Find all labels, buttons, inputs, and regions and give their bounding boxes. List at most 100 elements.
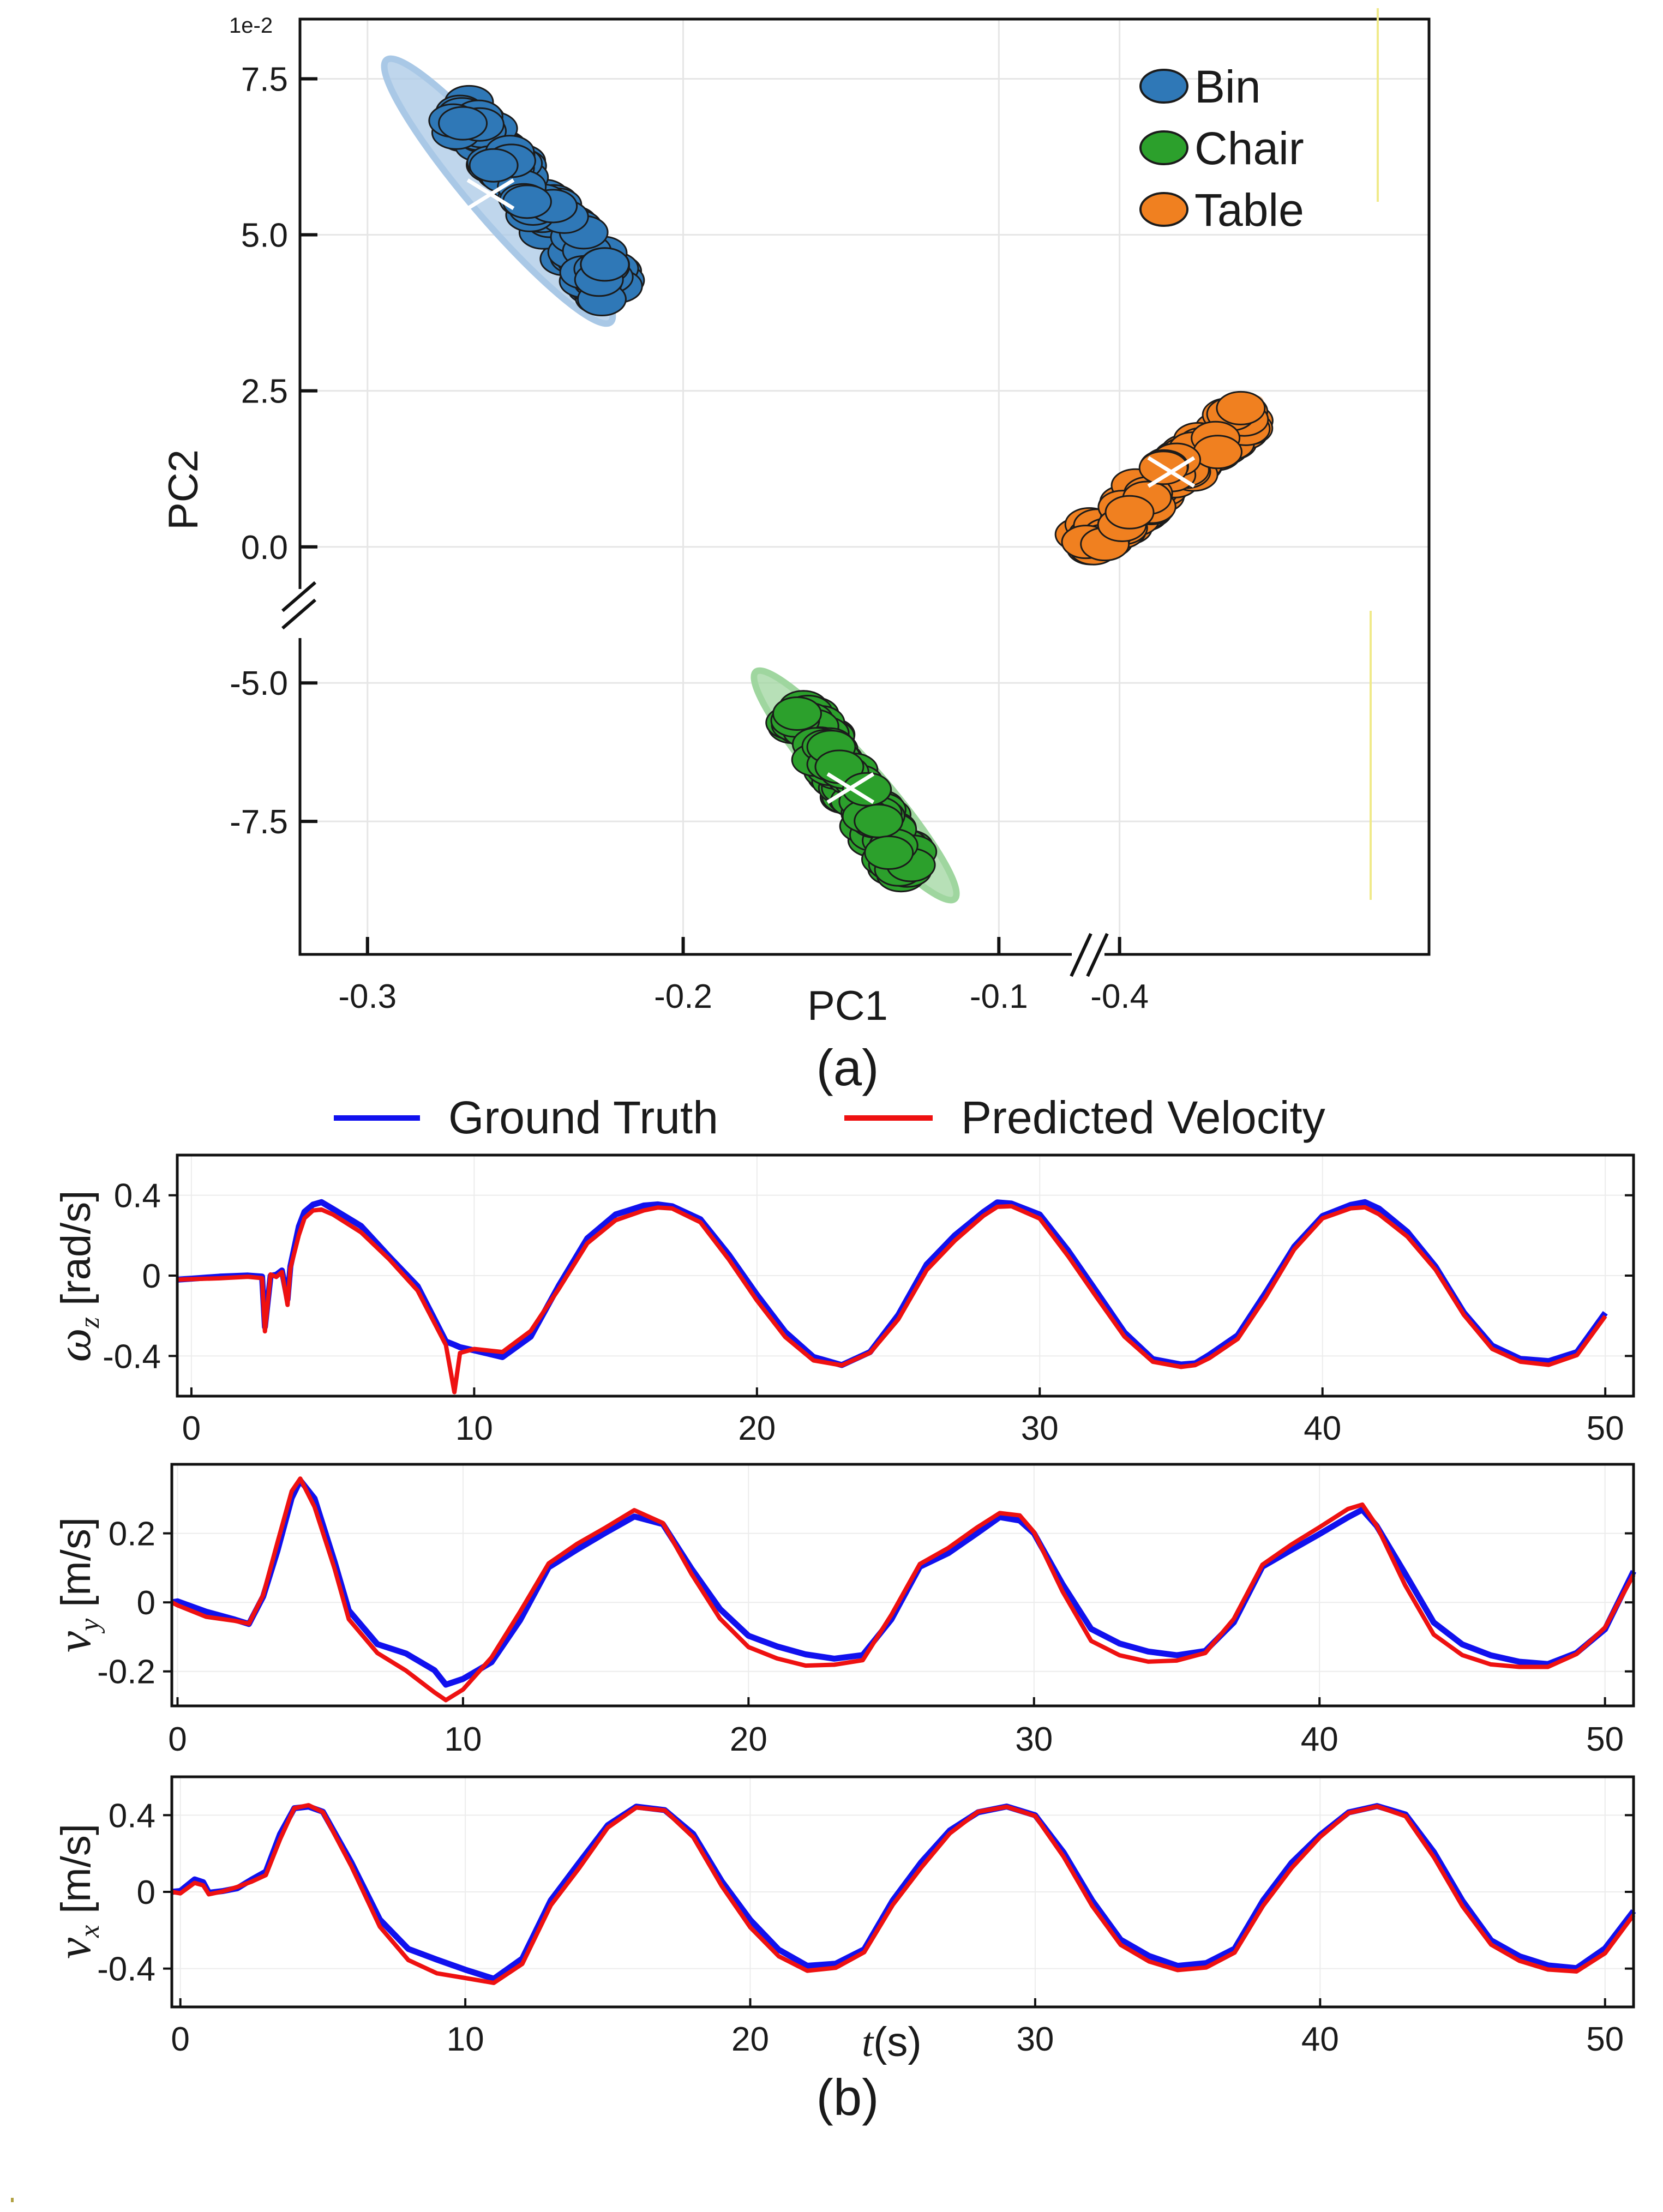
centroid-marker-chair [826, 772, 875, 804]
subplot-y-tick-label: -0.4 [97, 1951, 155, 1988]
subplot-y-axis-label: vx [m/s] [48, 1824, 105, 1959]
scatter-y-tick-label: -5.0 [230, 665, 288, 702]
panel-a-caption: (a) [817, 1039, 879, 1096]
subplot-y-subscript: z [74, 1317, 105, 1329]
subplot-v-y: -0.2 0 0.2 0 10 20 30 40 50 vy [m/s] [48, 1463, 1636, 1758]
scatter-point-bin [438, 106, 488, 141]
scatter-x-tick-label: -0.4 [1090, 978, 1149, 1015]
y-axis-label: PC2 [160, 449, 207, 530]
scatter-x-tick-label: -0.2 [654, 978, 712, 1015]
subplot-y-tick-label: -0.2 [97, 1654, 155, 1691]
corner-speck [11, 2198, 14, 2202]
scatter-y-tick-label: 0.0 [241, 529, 288, 567]
velocity-plots: Ground Truth Predicted Velocity -0.4 0 0.4 0… [48, 1092, 1636, 2126]
scatter-x-tick-label: -0.1 [970, 978, 1028, 1015]
legend-label-table: Table [1194, 184, 1304, 236]
legend-label-chair: Chair [1194, 123, 1304, 174]
velocity-legend: Ground Truth Predicted Velocity [334, 1092, 1325, 1143]
subplot-y-symbol: v [48, 1937, 101, 1959]
legend-label-1: Predicted Velocity [961, 1092, 1325, 1143]
subplot-y-axis-label: ωz [rad/s] [48, 1191, 105, 1362]
x-axis-break-mark [1070, 933, 1109, 977]
subplot-x-tick-label: 50 [1586, 2021, 1624, 2058]
scatter-y-tick-label: 5.0 [241, 217, 288, 255]
subplot-x-tick-label: 20 [738, 1410, 776, 1447]
subplot-y-subscript: x [74, 1925, 105, 1938]
scatter-legend: Bin Chair Table [1139, 61, 1304, 236]
subplot-y-tick-label: 0.4 [109, 1797, 155, 1835]
legend-marker-table [1139, 192, 1188, 227]
scatter-y-tick-label: 2.5 [241, 373, 288, 411]
subplot-x-tick-label: 20 [731, 2021, 769, 2058]
subplot-x-tick-label: 50 [1587, 1410, 1624, 1447]
scatter-point-chair [842, 772, 892, 807]
scatter-y-tick-label: -7.5 [230, 803, 288, 841]
subplot-x-tick-label: 10 [447, 2021, 484, 2058]
subplot-x-tick-label: 40 [1304, 1410, 1341, 1447]
subplot-x-tick-label: 40 [1301, 1721, 1338, 1758]
subplot-y-symbol: v [48, 1631, 101, 1652]
scatter-point-bin [469, 148, 519, 183]
scatter-clusters [381, 55, 1274, 904]
centroid-marker-bin [466, 178, 515, 211]
subplot-x-tick-label: 0 [182, 1410, 201, 1447]
scatter-point-bin [580, 247, 630, 282]
subplot-x-tick-label: 10 [455, 1410, 493, 1447]
subplot-x-tick-label: 50 [1586, 1721, 1624, 1758]
time-axis-symbol: t [862, 2019, 874, 2065]
subplot-x-tick-label: 0 [171, 2021, 189, 2058]
scatter-plot: -0.3 -0.2 -0.1 -0.4 0.0 2.5 5.0 7.5 -7.5 -5.0 1e-… [160, 8, 1431, 1096]
subplot-x-tick-label: 30 [1016, 2021, 1054, 2058]
panel-b-caption: (b) [817, 2069, 879, 2126]
subplot-x-tick-label: 10 [444, 1721, 482, 1758]
subplot-y-tick-label: 0.4 [114, 1177, 161, 1215]
subplot-y-tick-label: -0.4 [103, 1338, 161, 1375]
scatter-point-chair [772, 696, 822, 731]
scatter-point-table [1193, 435, 1243, 470]
scatter-point-bin [502, 184, 552, 219]
scatter-point-table [1104, 495, 1155, 530]
centroid-marker-table [1147, 456, 1196, 488]
cluster-table [1054, 390, 1274, 566]
scatter-x-tick-label: -0.3 [338, 978, 397, 1015]
series-line-predicted-velocity [171, 1803, 1636, 1985]
scatter-point-table [1216, 390, 1266, 425]
scatter-y-tick-label: 7.5 [241, 61, 288, 98]
scatter-ticks: -0.3 -0.2 -0.1 -0.4 0.0 2.5 5.0 7.5 -7.5 -5.0 [230, 61, 1149, 1015]
cluster-bin [381, 55, 645, 327]
y-axis-break-mark [281, 581, 316, 638]
scatter-point-chair [864, 835, 914, 870]
time-axis-unit: (s) [873, 2019, 922, 2065]
legend-label-bin: Bin [1194, 61, 1260, 112]
subplot-y-unit: [m/s] [53, 1517, 99, 1619]
subplot-y-tick-label: 0.2 [109, 1516, 155, 1553]
subplot-y-tick-label: 0 [142, 1258, 161, 1295]
subplot-x-tick-label: 40 [1301, 2021, 1339, 2058]
subplot-y-tick-label: 0 [137, 1584, 155, 1622]
time-axis-label: t(s) [862, 2019, 922, 2065]
subplot-x-tick-label: 20 [730, 1721, 767, 1758]
x-axis-label: PC1 [807, 983, 888, 1029]
subplot-v-x: -0.4 0 0.4 0 10 20 30 40 50 vx [m/s] [48, 1775, 1636, 2058]
series-line-ground-truth [177, 1199, 1608, 1368]
subplot-y-unit: [rad/s] [53, 1191, 99, 1317]
legend-marker-bin [1139, 69, 1188, 104]
subplot-x-tick-label: 0 [168, 1721, 187, 1758]
subplot-x-tick-label: 30 [1015, 1721, 1053, 1758]
series-line-predicted-velocity [171, 1476, 1636, 1703]
subplot-y-tick-label: 0 [137, 1874, 155, 1912]
subplot-y-subscript: y [74, 1618, 105, 1634]
cluster-chair [751, 667, 960, 904]
subplot-frame [170, 1463, 1635, 1708]
series-line-predicted-velocity [177, 1204, 1607, 1394]
subplot-y-axis-label: vy [m/s] [48, 1517, 105, 1652]
series-line-ground-truth [171, 1477, 1636, 1688]
legend-marker-chair [1139, 130, 1188, 165]
y-scale-label: 1e-2 [229, 14, 273, 38]
scatter-point-chair [854, 803, 904, 838]
subplot-y-symbol: ω [48, 1328, 101, 1362]
subplot-omega-z: -0.4 0 0.4 0 10 20 30 40 50 ωz [rad/s] [48, 1153, 1635, 1447]
subplot-x-tick-label: 30 [1021, 1410, 1059, 1447]
legend-label-0: Ground Truth [448, 1092, 718, 1143]
